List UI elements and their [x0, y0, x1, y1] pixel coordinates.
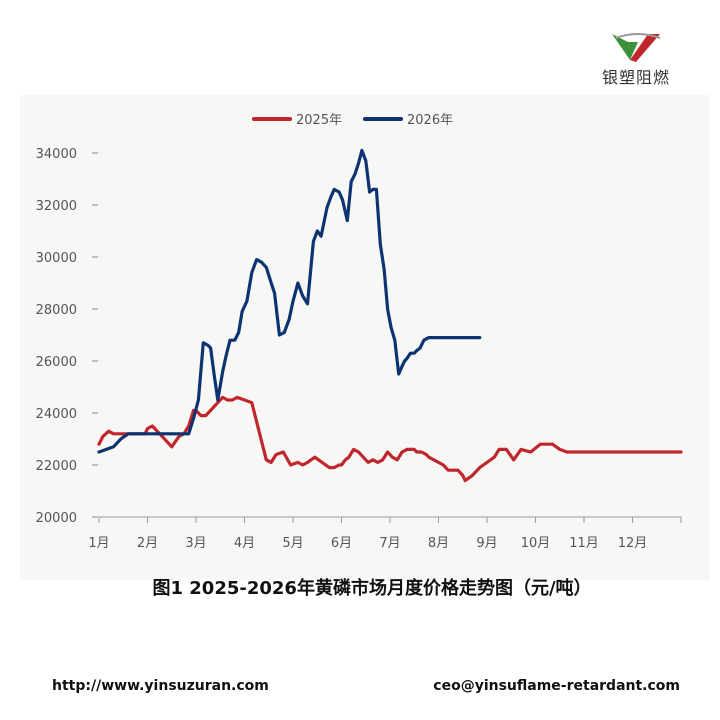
y-axis: 20000 22000 24000 26000 28000 30000 32000 34000 — [36, 147, 98, 526]
x-tick-label: 4月 — [234, 536, 255, 551]
logo-text: 银塑阻燃 — [601, 68, 670, 87]
x-tick-label: 8月 — [428, 536, 449, 551]
x-tick-label: 12月 — [618, 536, 648, 551]
y-tick-label: 28000 — [36, 303, 77, 318]
website-link[interactable]: http://www.yinsuzuran.com — [52, 678, 269, 694]
x-tick-label: 3月 — [185, 536, 206, 551]
x-tick-label: 10月 — [521, 536, 551, 551]
series-line-2026 — [97, 148, 482, 454]
x-tick-label: 1月 — [88, 536, 109, 551]
series-lines — [97, 148, 683, 483]
x-tick-label: 11月 — [569, 536, 599, 551]
x-tick-label: 6月 — [331, 536, 352, 551]
legend-label: 2026年 — [407, 113, 453, 128]
y-tick-label: 22000 — [36, 459, 77, 474]
y-tick-label: 30000 — [36, 251, 77, 266]
email-link[interactable]: ceo@yinsuflame-retardant.com — [433, 678, 680, 694]
series-line-2025 — [97, 395, 683, 483]
chart-caption: 图1 2025-2026年黄磷市场月度价格走势图（元/吨） — [152, 578, 592, 599]
y-tick-label: 32000 — [36, 199, 77, 214]
x-tick-label: 7月 — [379, 536, 400, 551]
x-tick-label: 9月 — [476, 536, 497, 551]
y-tick-label: 34000 — [36, 147, 77, 162]
y-tick-label: 20000 — [36, 511, 77, 526]
y-tick-label: 26000 — [36, 355, 77, 370]
brand-logo: 银塑阻燃 — [588, 30, 684, 90]
x-tick-label: 5月 — [282, 536, 303, 551]
x-tick-label: 2月 — [137, 536, 158, 551]
chart-background — [20, 95, 710, 580]
logo-v-icon — [612, 33, 661, 62]
chart-legend: 2025年 2026年 — [252, 113, 453, 128]
y-tick-label: 24000 — [36, 407, 77, 422]
legend-label: 2025年 — [296, 113, 342, 128]
x-axis: 1月 2月 3月 4月 5月 6月 7月 8月 9月 10月 11月 12月 — [88, 516, 682, 551]
